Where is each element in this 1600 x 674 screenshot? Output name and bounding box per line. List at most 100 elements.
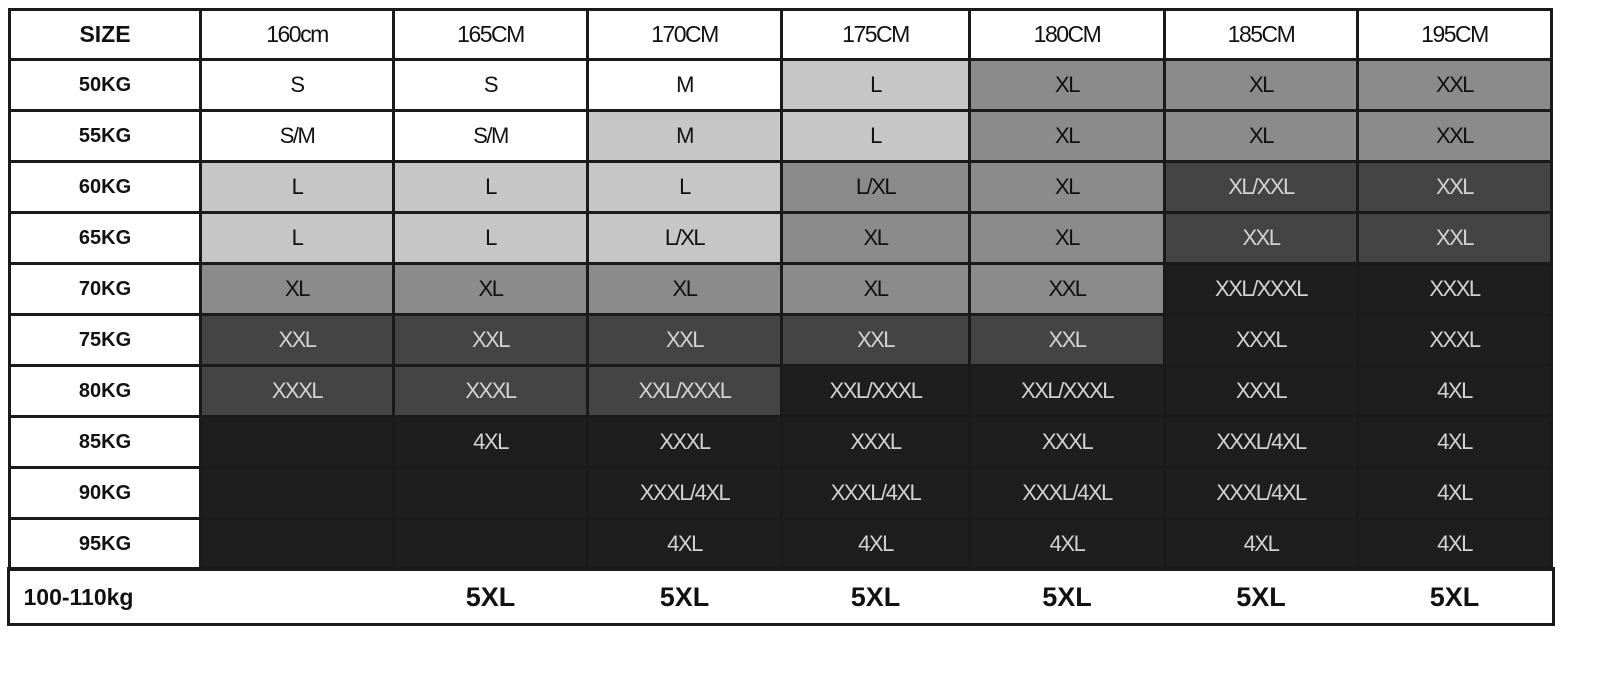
table-row: 55KG S/M S/M M L XL XL XXL xyxy=(8,109,1553,163)
size-cell xyxy=(199,466,395,520)
size-cell: XXXL xyxy=(586,415,783,469)
row-label: 50KG xyxy=(8,58,202,112)
size-cell: M xyxy=(586,109,783,163)
row-label: 55KG xyxy=(8,109,202,163)
size-cell: XXL/XXXL xyxy=(780,364,971,418)
table-row: 65KG L L L/XL XL XL XXL XXL xyxy=(8,211,1553,265)
size-cell: XXXL xyxy=(1356,262,1553,316)
column-header: 195CM xyxy=(1356,8,1553,61)
size-cell: XL xyxy=(392,262,589,316)
size-cell: XXXL xyxy=(392,364,589,418)
size-cell: XXXL xyxy=(1163,364,1359,418)
table-row: 60KG L L L L/XL XL XL/XXL XXL xyxy=(8,160,1553,214)
size-cell: S/M xyxy=(199,109,395,163)
size-cell: XXL xyxy=(1356,211,1553,265)
corner-label: SIZE xyxy=(8,8,202,61)
row-label: 65KG xyxy=(8,211,202,265)
size-cell: S/M xyxy=(392,109,589,163)
size-cell: XXL/XXXL xyxy=(1163,262,1359,316)
size-cell: XXXL xyxy=(1356,313,1553,367)
size-table: SIZE 160cm 165CM 170CM 175CM 180CM 185CM 195CM… xyxy=(6,8,1555,626)
size-cell: XL xyxy=(780,262,971,316)
size-cell: S xyxy=(199,58,395,112)
size-cell: XL xyxy=(968,160,1166,214)
table-row: 50KG S S M L XL XL XXL xyxy=(8,58,1553,112)
size-cell: L/XL xyxy=(586,211,783,265)
column-header: 175CM xyxy=(780,8,971,61)
size-cell: S xyxy=(392,58,589,112)
size-cell: XXL/XXXL xyxy=(586,364,783,418)
table-row: 85KG 4XL XXXL XXXL XXXL XXXL/4XL 4XL xyxy=(8,415,1553,469)
size-cell: M xyxy=(586,58,783,112)
row-label: 95KG xyxy=(8,517,202,571)
row-label: 100-110kg xyxy=(9,569,201,623)
size-cell: XXL xyxy=(199,313,395,367)
column-header: 160cm xyxy=(199,8,395,61)
size-cell: L xyxy=(199,160,395,214)
size-cell: XXXL/4XL xyxy=(1163,415,1359,469)
size-cell xyxy=(392,466,589,520)
size-cell: 4XL xyxy=(1356,364,1553,418)
size-cell: 4XL xyxy=(1356,466,1553,520)
size-cell: 4XL xyxy=(780,517,971,571)
size-cell: XXL xyxy=(1163,211,1359,265)
size-cell: 5XL xyxy=(1357,569,1552,623)
column-header: 170CM xyxy=(586,8,783,61)
size-cell: XXL xyxy=(1356,109,1553,163)
size-cell: 4XL xyxy=(968,517,1166,571)
size-cell: XXL xyxy=(968,262,1166,316)
size-cell: XXXL/4XL xyxy=(968,466,1166,520)
table-row: 80KG XXXL XXXL XXL/XXXL XXL/XXXL XXL/XXXL XXXL… xyxy=(8,364,1553,418)
header-row: SIZE 160cm 165CM 170CM 175CM 180CM 185CM 195CM xyxy=(8,8,1553,61)
row-label: 75KG xyxy=(8,313,202,367)
size-cell: XXL xyxy=(1356,160,1553,214)
size-cell: XL xyxy=(1163,109,1359,163)
size-cell xyxy=(392,517,589,571)
row-label: 60KG xyxy=(8,160,202,214)
size-cell: XXXL/4XL xyxy=(586,466,783,520)
table-row: 95KG 4XL 4XL 4XL 4XL 4XL xyxy=(8,517,1553,571)
footer-row: 100-110kg 5XL 5XL 5XL 5XL 5XL 5XL xyxy=(6,566,1555,626)
size-cell: XXL xyxy=(1356,58,1553,112)
size-cell: XXXL xyxy=(199,364,395,418)
size-cell: XL xyxy=(968,109,1166,163)
column-header: 180CM xyxy=(968,8,1166,61)
size-cell: L xyxy=(780,109,971,163)
size-cell: XXXL/4XL xyxy=(1163,466,1359,520)
size-cell: 4XL xyxy=(1356,415,1553,469)
size-cell xyxy=(199,415,395,469)
table-row: 90KG XXXL/4XL XXXL/4XL XXXL/4XL XXXL/4XL 4XL xyxy=(8,466,1553,520)
size-cell: L xyxy=(586,160,783,214)
size-cell: 4XL xyxy=(586,517,783,571)
size-cell: XL xyxy=(968,211,1166,265)
size-cell: 4XL xyxy=(392,415,589,469)
size-cell: L xyxy=(780,58,971,112)
size-cell: 5XL xyxy=(393,569,588,623)
size-cell: XXL xyxy=(392,313,589,367)
size-cell: XXXL xyxy=(1163,313,1359,367)
size-cell: L/XL xyxy=(780,160,971,214)
size-cell: 4XL xyxy=(1356,517,1553,571)
size-cell: L xyxy=(392,211,589,265)
size-cell: XXL/XXXL xyxy=(968,364,1166,418)
size-cell: 5XL xyxy=(587,569,782,623)
size-cell: 5XL xyxy=(969,569,1165,623)
size-cell: XL xyxy=(1163,58,1359,112)
size-cell: XXXL xyxy=(780,415,971,469)
size-cell: XXXL/4XL xyxy=(780,466,971,520)
size-cell: XL xyxy=(586,262,783,316)
row-label: 80KG xyxy=(8,364,202,418)
table-row: 70KG XL XL XL XL XXL XXL/XXXL XXXL xyxy=(8,262,1553,316)
size-cell: XXL xyxy=(586,313,783,367)
size-cell: XXXL xyxy=(968,415,1166,469)
size-cell: XL xyxy=(780,211,971,265)
row-label: 90KG xyxy=(8,466,202,520)
size-cell: 5XL xyxy=(781,569,970,623)
size-cell: XL/XXL xyxy=(1163,160,1359,214)
size-cell: XXL xyxy=(780,313,971,367)
size-cell: 5XL xyxy=(1164,569,1358,623)
size-cell: L xyxy=(392,160,589,214)
size-cell: XXL xyxy=(968,313,1166,367)
size-cell: XL xyxy=(199,262,395,316)
column-header: 185CM xyxy=(1163,8,1359,61)
